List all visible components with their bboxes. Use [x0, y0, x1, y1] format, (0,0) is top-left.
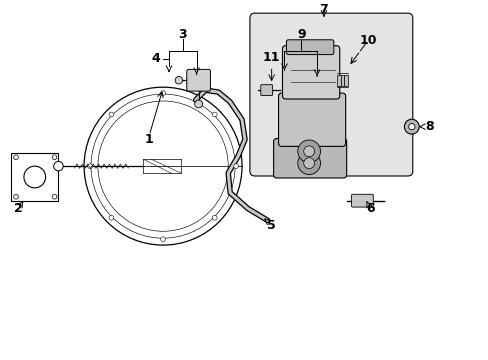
Text: 11: 11	[263, 51, 280, 64]
Circle shape	[52, 194, 57, 199]
Circle shape	[161, 237, 165, 242]
Circle shape	[161, 91, 165, 95]
Circle shape	[87, 164, 92, 168]
Circle shape	[52, 155, 57, 159]
FancyBboxPatch shape	[186, 69, 210, 91]
Text: 10: 10	[359, 34, 376, 47]
Circle shape	[109, 112, 114, 117]
Circle shape	[212, 112, 217, 117]
FancyBboxPatch shape	[286, 40, 333, 55]
Circle shape	[14, 155, 19, 159]
Text: 4: 4	[151, 52, 160, 65]
FancyBboxPatch shape	[344, 75, 347, 86]
Text: 3: 3	[178, 28, 187, 41]
Circle shape	[297, 140, 320, 163]
Text: 1: 1	[144, 133, 153, 146]
Circle shape	[404, 119, 418, 134]
FancyBboxPatch shape	[336, 75, 340, 86]
Circle shape	[303, 158, 314, 168]
Circle shape	[233, 164, 238, 168]
FancyBboxPatch shape	[260, 85, 272, 95]
FancyBboxPatch shape	[11, 153, 59, 201]
Circle shape	[194, 100, 202, 108]
Circle shape	[408, 123, 414, 130]
Circle shape	[297, 152, 320, 175]
Circle shape	[14, 194, 19, 199]
Circle shape	[175, 77, 182, 84]
FancyBboxPatch shape	[249, 13, 412, 176]
Circle shape	[212, 215, 217, 220]
Text: 6: 6	[366, 202, 374, 215]
Text: 7: 7	[319, 3, 327, 16]
Text: 5: 5	[267, 219, 275, 232]
Circle shape	[24, 166, 45, 188]
Text: 8: 8	[425, 120, 433, 133]
Text: 2: 2	[14, 202, 22, 215]
Text: 9: 9	[296, 28, 305, 41]
FancyBboxPatch shape	[282, 46, 339, 99]
Circle shape	[84, 87, 242, 245]
Circle shape	[303, 146, 314, 157]
FancyBboxPatch shape	[278, 93, 345, 147]
FancyBboxPatch shape	[340, 75, 344, 86]
Circle shape	[54, 161, 63, 171]
FancyBboxPatch shape	[273, 139, 346, 178]
FancyBboxPatch shape	[351, 194, 372, 207]
Circle shape	[109, 215, 114, 220]
